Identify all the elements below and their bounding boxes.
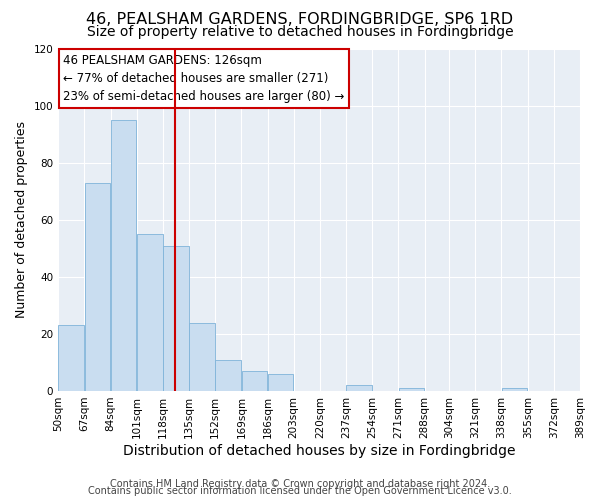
Bar [346,386,372,391]
Text: 46, PEALSHAM GARDENS, FORDINGBRIDGE, SP6 1RD: 46, PEALSHAM GARDENS, FORDINGBRIDGE, SP6… [86,12,514,28]
Bar [189,322,215,391]
Bar [502,388,527,391]
X-axis label: Distribution of detached houses by size in Fordingbridge: Distribution of detached houses by size … [123,444,515,458]
Text: Contains public sector information licensed under the Open Government Licence v3: Contains public sector information licen… [88,486,512,496]
Bar [398,388,424,391]
Bar [163,246,189,391]
Bar [242,371,267,391]
Text: 46 PEALSHAM GARDENS: 126sqm
← 77% of detached houses are smaller (271)
23% of se: 46 PEALSHAM GARDENS: 126sqm ← 77% of det… [64,54,345,103]
Bar [111,120,136,391]
Y-axis label: Number of detached properties: Number of detached properties [15,122,28,318]
Bar [268,374,293,391]
Text: Contains HM Land Registry data © Crown copyright and database right 2024.: Contains HM Land Registry data © Crown c… [110,479,490,489]
Bar [58,326,84,391]
Bar [85,183,110,391]
Bar [215,360,241,391]
Bar [137,234,163,391]
Text: Size of property relative to detached houses in Fordingbridge: Size of property relative to detached ho… [86,25,514,39]
